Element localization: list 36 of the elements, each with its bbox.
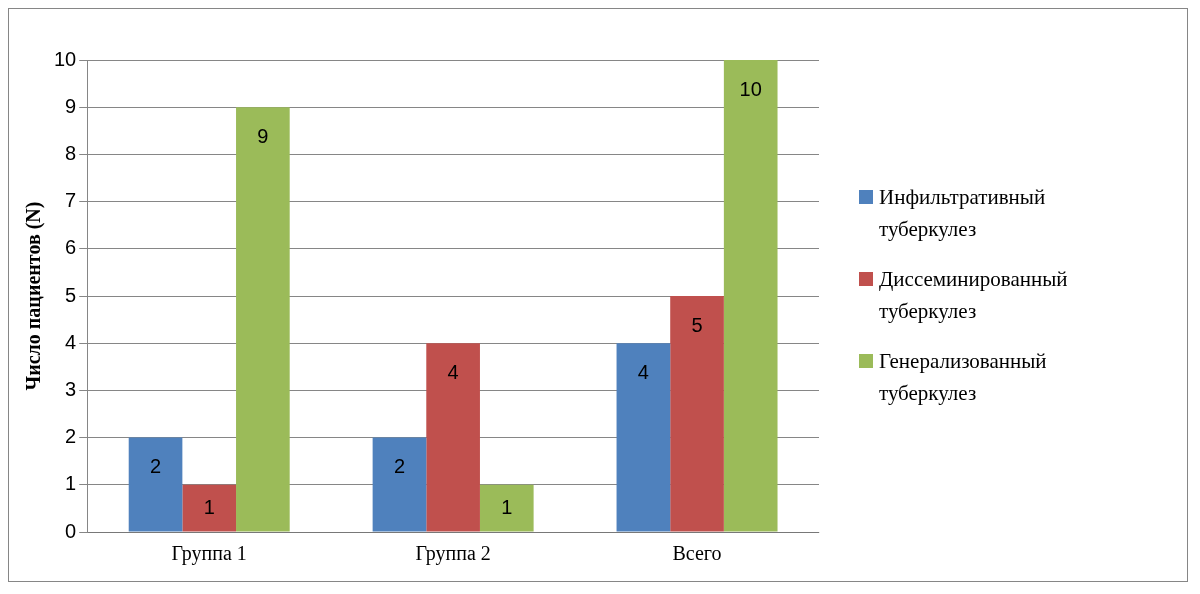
legend-label: Генерализованный туберкулез — [879, 348, 1048, 407]
data-label: 9 — [257, 124, 269, 147]
bar — [372, 437, 427, 532]
data-label: 1 — [501, 495, 513, 518]
bar — [479, 484, 534, 532]
y-tick-label: 5 — [65, 283, 77, 306]
data-label: 4 — [637, 360, 649, 383]
y-tick-label: 0 — [65, 519, 77, 542]
data-label: 10 — [739, 77, 762, 100]
bar — [236, 107, 290, 532]
y-axis-title: Число пациентов (N) — [22, 201, 46, 391]
data-label: 4 — [447, 360, 459, 383]
x-tick-label: Группа 2 — [415, 542, 491, 566]
bar — [128, 437, 183, 532]
bar — [723, 60, 778, 532]
y-tick-label: 3 — [65, 377, 77, 400]
y-tick-label: 8 — [65, 141, 77, 164]
y-tick-label: 10 — [54, 47, 77, 70]
bar — [182, 484, 237, 532]
data-label: 2 — [149, 455, 162, 478]
y-tick-label: 2 — [65, 425, 77, 448]
x-tick-label: Группа 1 — [171, 542, 247, 566]
bar — [426, 343, 480, 532]
y-tick-label: 9 — [65, 94, 77, 117]
y-tick-label: 1 — [65, 472, 77, 495]
y-tick-label: 7 — [65, 189, 77, 212]
data-label: 1 — [203, 495, 215, 518]
bar — [670, 296, 724, 532]
y-tick-label: 4 — [65, 330, 77, 353]
data-label: 5 — [691, 313, 703, 336]
legend-label: Диссеминированный туберкулез — [879, 266, 1069, 325]
x-tick-label: Всего — [672, 542, 722, 565]
bar — [616, 343, 671, 532]
y-tick-label: 6 — [65, 236, 77, 259]
legend-label: Инфильтративный туберкулез — [879, 184, 1047, 243]
data-label: 2 — [393, 455, 406, 478]
